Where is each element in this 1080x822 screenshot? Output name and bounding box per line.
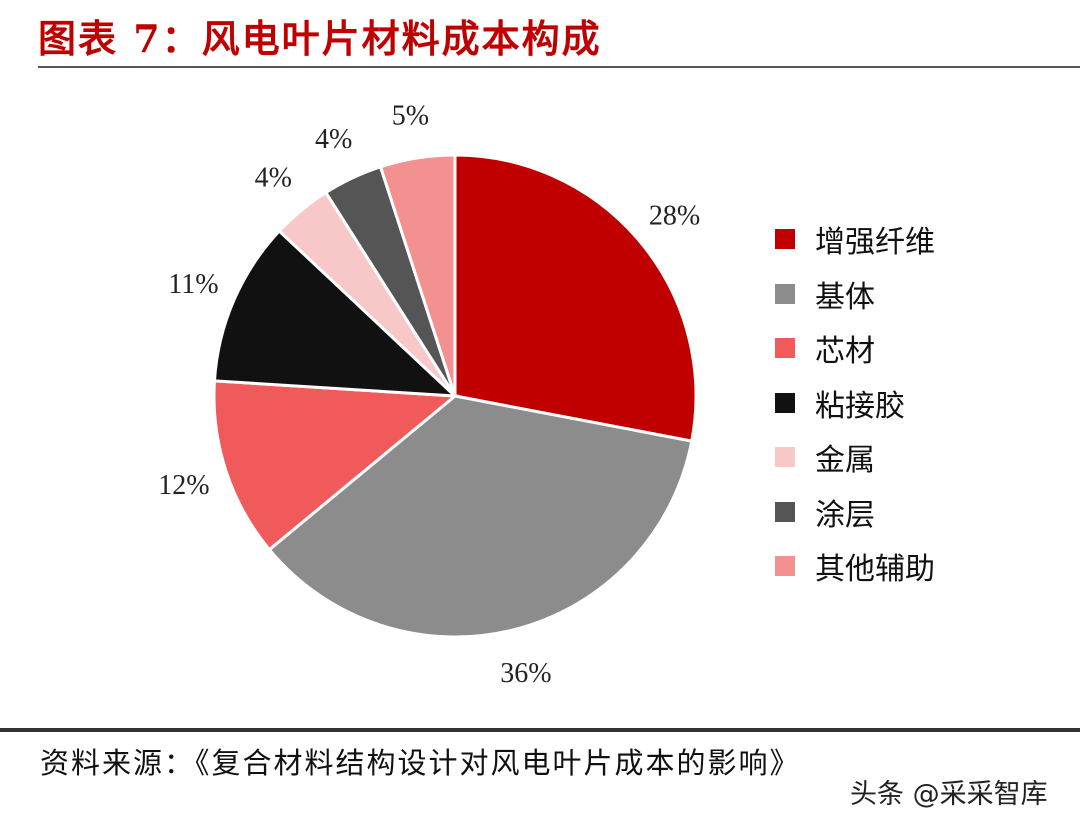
- legend-swatch: [775, 556, 795, 577]
- chart-title: 图表 7：风电叶片材料成本构成: [38, 16, 602, 61]
- pie-slice-1: [453, 153, 698, 443]
- legend-label: 涂层: [815, 497, 875, 533]
- legend-item: 芯材: [775, 321, 935, 376]
- legend-item: 基体: [775, 267, 935, 322]
- legend-item: 金属: [775, 430, 935, 485]
- data-label: 11%: [168, 269, 218, 300]
- legend-label: 增强纤维: [815, 225, 935, 261]
- legend-item: 其他辅助: [775, 539, 935, 594]
- pie-slice-3: [212, 379, 459, 552]
- source-divider: [0, 728, 1080, 732]
- legend-label: 其他辅助: [815, 552, 935, 588]
- legend-label: 芯材: [815, 334, 875, 370]
- legend-item: 粘接胶: [775, 376, 935, 431]
- data-label: 5%: [392, 101, 429, 132]
- source-note: 资料来源：《复合材料结构设计对风电叶片成本的影响》: [40, 746, 801, 780]
- legend-swatch: [775, 501, 795, 522]
- watermark: 头条 @采采智库: [850, 779, 1048, 810]
- legend-swatch: [775, 447, 795, 468]
- legend-swatch: [775, 338, 795, 359]
- pie-slice-2: [267, 394, 694, 639]
- data-label: 12%: [158, 470, 209, 501]
- legend-item: 涂层: [775, 485, 935, 540]
- legend-item: 增强纤维: [775, 212, 935, 267]
- legend-label: 金属: [815, 443, 875, 479]
- legend-label: 基体: [815, 279, 875, 315]
- data-label: 28%: [649, 200, 700, 231]
- legend-label: 粘接胶: [815, 388, 905, 424]
- legend: 增强纤维基体芯材粘接胶金属涂层其他辅助: [775, 212, 935, 594]
- pie-slice-7: [378, 153, 457, 397]
- data-label: 4%: [255, 162, 292, 193]
- legend-swatch: [775, 392, 795, 413]
- legend-swatch: [775, 283, 795, 304]
- data-label: 4%: [315, 124, 352, 155]
- data-label: 36%: [500, 658, 551, 689]
- title-divider: [38, 66, 1080, 68]
- pie-slice-4: [212, 228, 460, 398]
- legend-swatch: [775, 229, 795, 250]
